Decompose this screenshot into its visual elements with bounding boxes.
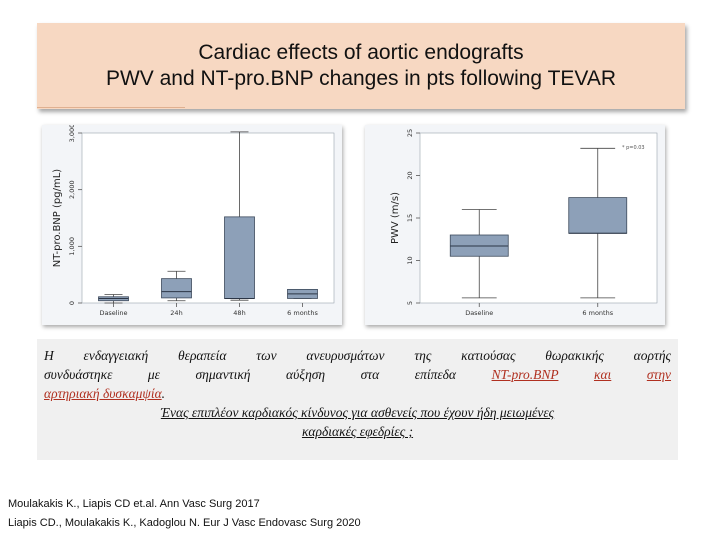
y-tick-label: 5	[406, 301, 414, 305]
question-line-1: Ένας επιπλέον καρδιακός κίνδυνος για ασθ…	[160, 405, 555, 420]
y-tick-label: 20	[406, 171, 414, 179]
ntprobnp-link[interactable]: NT-pro.BNP	[491, 367, 559, 382]
x-tick-label: Daseline	[99, 309, 127, 317]
y-axis-label: NT-pro.BNP (pg/mL)	[52, 169, 63, 267]
kai-link[interactable]: και	[593, 367, 612, 382]
x-tick-label: 6 months	[287, 309, 318, 317]
stin-link[interactable]: στην	[646, 367, 672, 382]
box	[224, 216, 255, 299]
x-tick-label: 6 months	[582, 309, 613, 317]
title-line-1: Cardiac effects of aortic endografts	[198, 41, 524, 64]
x-tick-label: Daseline	[465, 309, 493, 317]
summary-line-1: Η ενδαγγειακή θεραπεία των ανευρυσμάτων …	[44, 348, 671, 363]
references: Moulakakis K., Liapis CD et.al. Ann Vasc…	[8, 495, 361, 533]
title-line-2: PWV and NT-pro.BNP changes in pts follow…	[105, 67, 617, 90]
significance-annotation: * p=0.03	[622, 145, 645, 151]
plot-area	[81, 132, 335, 304]
question-line-2: καρδιακές εφεδρίες ;	[301, 424, 414, 439]
y-tick-label: 10	[406, 256, 414, 264]
box	[568, 197, 628, 234]
y-tick-label: 25	[406, 129, 414, 137]
y-tick-label: 3,000	[68, 125, 76, 142]
box	[161, 278, 192, 299]
y-tick-label: 0	[68, 301, 76, 305]
y-tick-label: 1,000	[68, 237, 76, 256]
x-tick-label: 48h	[233, 309, 245, 317]
summary-text-box: Η ενδαγγειακή θεραπεία των ανευρυσμάτων …	[37, 339, 678, 460]
arterial-stiffness-link[interactable]: αρτηριακή δυσκαμψία	[44, 386, 162, 401]
title-box: Cardiac effects of aortic endografts PWV…	[37, 23, 685, 109]
summary-line-3: αρτηριακή δυσκαμψία.	[44, 384, 671, 403]
decorative-divider	[37, 107, 185, 108]
summary-line-3-end: .	[161, 386, 166, 401]
summary-line-2-text: συνδυάστηκε με σημαντική αύξηση στα επίπ…	[44, 367, 492, 382]
summary-line-2: συνδυάστηκε με σημαντική αύξηση στα επίπ…	[44, 365, 671, 384]
ntprobnp-boxplot: 0 1,000 2,000 3,000 NT-pro.BNP (pg/mL) Daseli…	[42, 125, 342, 325]
reference-1: Moulakakis K., Liapis CD et.al. Ann Vasc…	[8, 498, 260, 510]
y-tick-label: 2,000	[68, 180, 76, 199]
reference-2: Liapis CD., Moulakakis K., Kadoglou N. E…	[8, 517, 361, 529]
y-axis-label: PWV (m/s)	[390, 192, 401, 244]
pwv-boxplot: 5 10 15 20 25 PWV (m/s) Daseline 6 months * p=0.…	[365, 125, 665, 325]
x-tick-label: 24h	[170, 309, 182, 317]
y-tick-label: 15	[406, 214, 414, 222]
